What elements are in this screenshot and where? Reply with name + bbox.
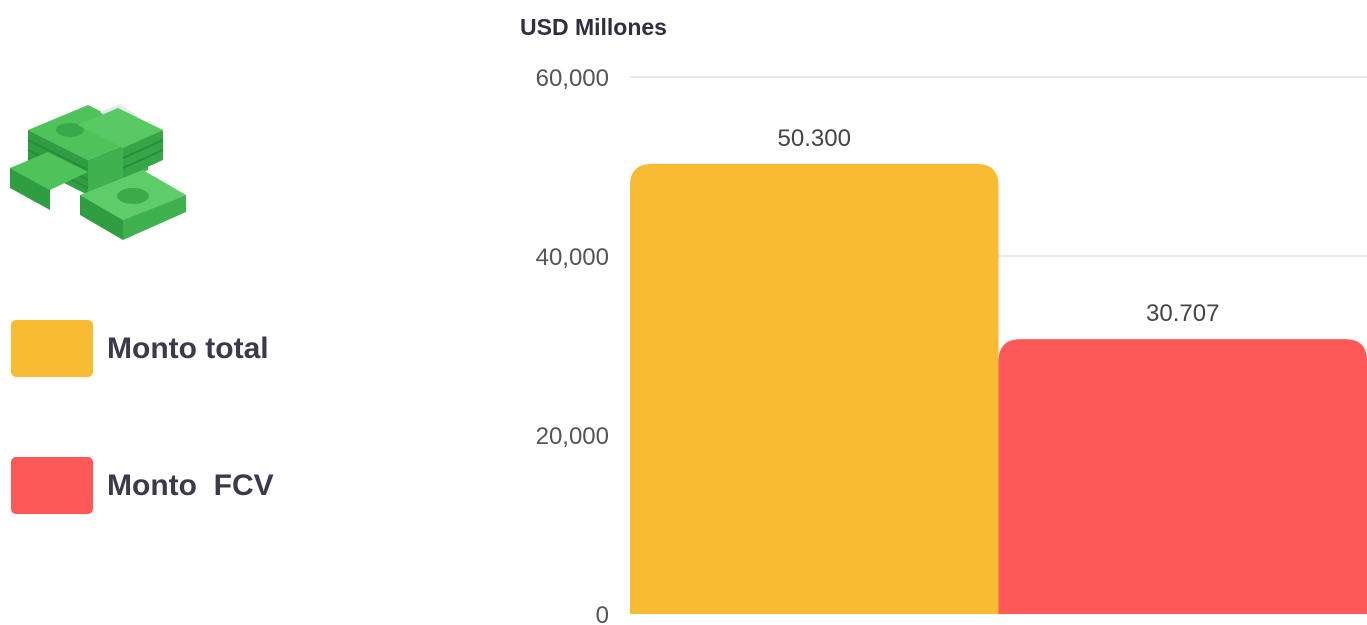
y-axis-unit-label: USD Millones — [520, 14, 667, 40]
bar-value-label-1: 30.707 — [1146, 300, 1219, 327]
legend-label-monto-fcv: Monto FCV — [107, 468, 274, 502]
bar-0 — [630, 163, 999, 614]
bar-value-label-0: 50.300 — [778, 125, 851, 152]
y-tick-label: 20,000 — [536, 423, 609, 450]
y-tick-label: 40,000 — [536, 244, 609, 271]
y-tick-label: 60,000 — [536, 65, 609, 92]
bar-1 — [998, 339, 1367, 614]
value-labels: 50.300 30.707 — [778, 125, 1220, 327]
y-tick-label: 0 — [596, 602, 609, 625]
legend-label-monto-total: Monto total — [107, 331, 269, 365]
money-stack-icon — [10, 104, 186, 240]
legend-swatch-monto-total — [11, 320, 93, 377]
legend-item-monto-total: Monto total — [11, 320, 269, 377]
legend-swatch-monto-fcv — [11, 457, 93, 514]
bars — [630, 163, 1367, 614]
legend-item-monto-fcv: Monto FCV — [11, 457, 274, 514]
y-axis-ticks: 0 20,000 40,000 60,000 — [536, 65, 609, 625]
